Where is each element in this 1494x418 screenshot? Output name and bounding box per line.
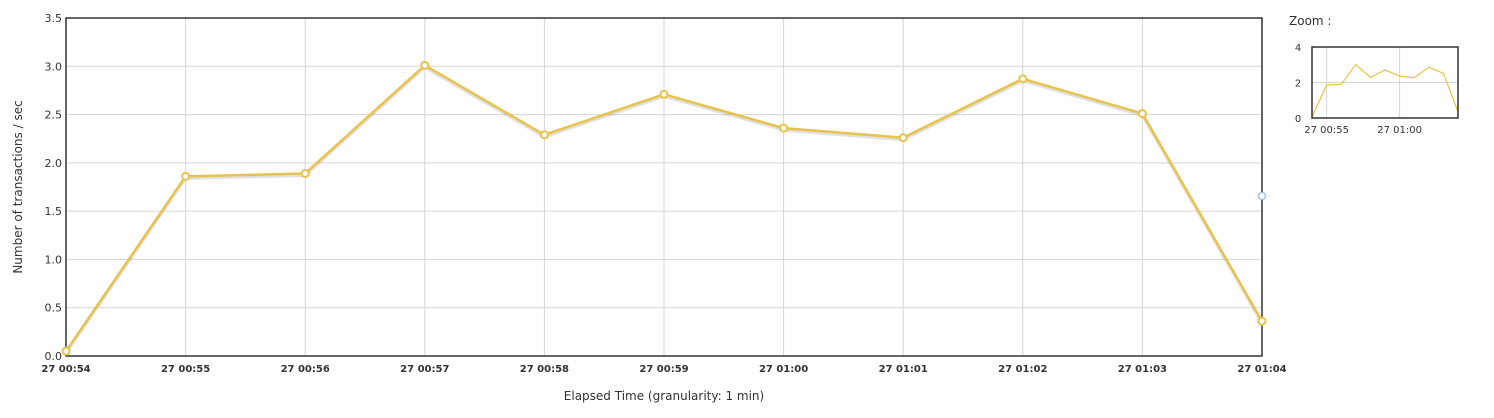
- plot-frame: [65, 17, 1263, 357]
- data-point[interactable]: [1137, 109, 1147, 119]
- data-point[interactable]: [1257, 316, 1267, 326]
- zoom-series-line: [1311, 63, 1459, 118]
- zoom-title: Zoom :: [1289, 14, 1331, 28]
- y-tick-label: 2.5: [45, 109, 63, 122]
- x-tick-label: 27 00:55: [161, 364, 210, 375]
- y-tick-label: 0.0: [45, 350, 63, 363]
- y-tick-label: 3.0: [45, 60, 63, 73]
- x-tick-label: 27 00:59: [639, 364, 688, 375]
- data-point[interactable]: [1018, 74, 1028, 84]
- y-tick-label: 2.0: [45, 157, 63, 170]
- x-axis-title: Elapsed Time (granularity: 1 min): [564, 389, 764, 403]
- x-tick-label: 27 01:03: [1118, 364, 1167, 375]
- zoom-overview-frame[interactable]: [1311, 46, 1459, 119]
- data-point[interactable]: [779, 123, 789, 133]
- y-tick-label: 3.5: [45, 12, 63, 25]
- main-grid: [65, 17, 1263, 357]
- zoom-y-tick-label: 2: [1295, 79, 1301, 90]
- x-tick-label: 27 01:02: [998, 364, 1047, 375]
- y-axis-title: Number of transactions / sec: [11, 100, 25, 273]
- x-tick-label: 27 00:54: [41, 364, 90, 375]
- y-tick-label: 1.0: [45, 253, 63, 266]
- x-tick-label: 27 00:57: [400, 364, 449, 375]
- data-point[interactable]: [420, 60, 430, 70]
- zoom-x-tick-label: 27 01:00: [1377, 125, 1422, 136]
- x-tick-label: 27 01:04: [1237, 364, 1286, 375]
- zoom-y-tick-label: 0: [1295, 114, 1301, 125]
- zoom-series: [1311, 63, 1459, 118]
- y-axis-ticks: 0.0 0.5 1.0 1.5 2.0 2.5 3.0 3.5: [45, 12, 63, 363]
- x-tick-label: 27 00:58: [520, 364, 569, 375]
- data-point[interactable]: [539, 130, 549, 140]
- x-tick-label: 27 01:01: [879, 364, 928, 375]
- zoom-x-tick-label: 27 00:55: [1304, 125, 1349, 136]
- zoom-y-ticks: 0 2 4: [1295, 43, 1301, 125]
- y-tick-label: 1.5: [45, 205, 63, 218]
- x-tick-label: 27 00:56: [281, 364, 330, 375]
- zoom-y-tick-label: 4: [1295, 43, 1301, 54]
- x-tick-label: 27 01:00: [759, 364, 808, 375]
- y-tick-label: 0.5: [45, 302, 63, 315]
- series-layer[interactable]: [61, 60, 1267, 356]
- x-axis-ticks: 27 00:54 27 00:55 27 00:56 27 00:57 27 00:58…: [41, 364, 1286, 375]
- zoom-x-ticks: 27 00:55 27 01:00: [1304, 125, 1422, 136]
- data-point[interactable]: [659, 89, 669, 99]
- data-point[interactable]: [300, 168, 310, 178]
- data-point[interactable]: [898, 133, 908, 143]
- zoom-range-handle[interactable]: [1257, 191, 1267, 201]
- zoom-grid: [1312, 46, 1458, 119]
- data-point[interactable]: [181, 171, 191, 181]
- data-point[interactable]: [61, 346, 71, 356]
